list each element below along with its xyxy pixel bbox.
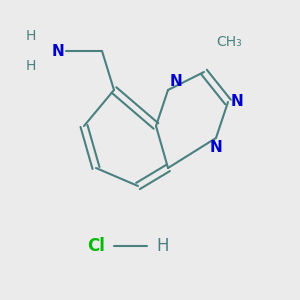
Text: N: N (169, 74, 182, 88)
Text: H: H (156, 237, 169, 255)
Text: N: N (52, 44, 64, 59)
Text: Cl: Cl (87, 237, 105, 255)
Text: N: N (210, 140, 222, 154)
Text: CH₃: CH₃ (216, 35, 242, 49)
Text: N: N (231, 94, 244, 110)
Text: H: H (26, 29, 36, 43)
Text: H: H (26, 59, 36, 73)
